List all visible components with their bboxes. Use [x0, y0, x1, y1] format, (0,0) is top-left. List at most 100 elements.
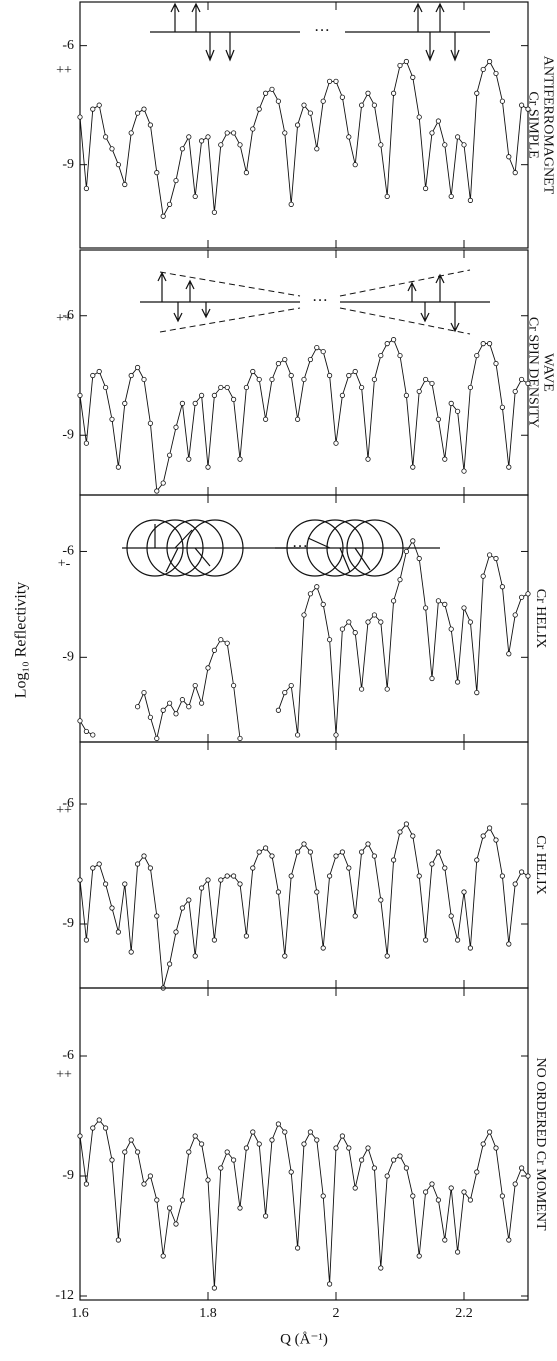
data-point	[301, 102, 307, 108]
data-point	[243, 933, 249, 939]
y-tick-label: -9	[62, 157, 74, 172]
data-point	[403, 821, 409, 827]
svg-text:···: ···	[312, 293, 328, 310]
data-point	[518, 102, 525, 108]
data-point	[499, 584, 505, 590]
x-tick-label: 1.6	[71, 1306, 89, 1321]
data-point	[128, 1137, 134, 1143]
data-point	[122, 181, 128, 188]
data-point	[294, 1245, 301, 1251]
data-point	[301, 1141, 307, 1147]
panel-label: NO ORDERED Cr MOMENT	[533, 1057, 548, 1231]
y-axis-label: Log₁₀ Reflectivity	[13, 582, 30, 698]
data-point	[77, 718, 83, 724]
data-point	[115, 162, 122, 168]
data-point	[231, 873, 237, 879]
data-point	[301, 841, 307, 847]
data-point	[269, 376, 275, 383]
data-point	[103, 881, 109, 887]
data-point	[314, 584, 320, 590]
data-point	[390, 90, 397, 96]
data-point	[199, 1141, 205, 1147]
data-point	[410, 464, 416, 470]
data-point	[128, 949, 134, 955]
data-point	[282, 356, 288, 363]
data-point	[435, 598, 441, 604]
y-tick-label: -12	[55, 1288, 74, 1303]
data-point	[403, 392, 409, 399]
data-point	[435, 118, 441, 124]
plot-frame	[79, 987, 529, 1301]
data-point	[192, 193, 198, 200]
annotation: +-	[58, 556, 71, 571]
data-point	[128, 372, 134, 379]
data-point	[122, 881, 128, 887]
data-point	[250, 126, 256, 132]
data-point	[122, 1149, 128, 1155]
data-point	[77, 114, 83, 120]
panel-label: ANTIFERROMAGNET	[540, 56, 555, 195]
data-point	[77, 877, 83, 883]
data-point	[416, 1253, 422, 1259]
data-point	[474, 352, 480, 359]
data-point	[135, 861, 141, 867]
data-point	[320, 348, 326, 355]
data-point	[288, 873, 294, 879]
data-point	[333, 732, 339, 738]
data-point	[128, 130, 134, 136]
data-point	[154, 1197, 160, 1203]
spin-sketch-sdw: ···	[140, 269, 490, 335]
data-point	[141, 853, 147, 859]
data-point	[199, 392, 205, 399]
data-point	[237, 1205, 243, 1211]
spin-sketch-helix: ···	[122, 519, 440, 577]
data-point	[275, 98, 281, 104]
data-point	[154, 170, 160, 176]
data-point	[410, 1193, 416, 1199]
data-point	[115, 1237, 122, 1243]
data-point	[352, 368, 358, 375]
data-point	[269, 1137, 275, 1143]
data-point	[109, 146, 115, 152]
data-point	[167, 1205, 173, 1211]
data-point	[320, 945, 326, 951]
data-point	[429, 380, 435, 387]
plot-frame	[79, 741, 529, 989]
data-point	[352, 162, 358, 168]
data-point	[218, 637, 224, 643]
data-point	[141, 1181, 147, 1187]
data-point	[480, 1141, 486, 1147]
data-point	[167, 452, 173, 458]
data-point	[474, 90, 480, 96]
data-point	[358, 1157, 365, 1163]
data-line	[79, 539, 529, 741]
data-point	[403, 548, 409, 555]
data-point	[525, 380, 531, 387]
data-point	[301, 612, 307, 618]
svg-text:···: ···	[314, 23, 330, 40]
data-point	[410, 833, 416, 839]
data-point	[339, 1133, 345, 1139]
data-point	[173, 177, 179, 184]
data-point	[320, 98, 326, 104]
data-point	[141, 106, 147, 112]
data-point	[147, 865, 153, 871]
data-point	[512, 1181, 518, 1187]
data-point	[365, 90, 371, 96]
data-point	[243, 384, 249, 391]
data-point	[506, 154, 512, 160]
panel-label: Cr SPIN DENSITY	[525, 317, 540, 428]
data-point	[262, 416, 269, 422]
data-point	[397, 577, 403, 583]
data-point	[103, 134, 109, 140]
data-point	[186, 704, 192, 710]
data-point	[154, 735, 160, 742]
data-point	[179, 697, 185, 703]
data-line	[79, 60, 529, 218]
data-point	[506, 1237, 512, 1243]
data-point	[211, 647, 217, 653]
data-point	[358, 102, 365, 108]
data-point	[474, 689, 480, 696]
data-point	[486, 341, 493, 347]
data-point	[358, 686, 365, 692]
